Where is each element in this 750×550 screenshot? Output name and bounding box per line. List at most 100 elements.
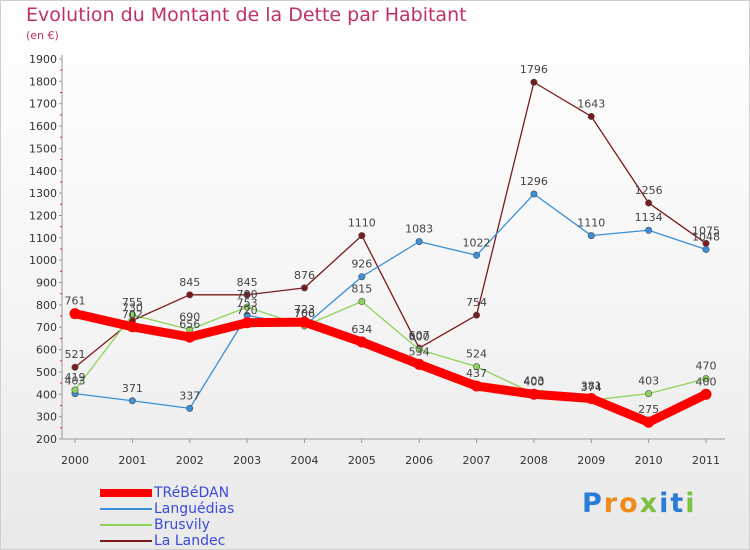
data-point-la-landec bbox=[473, 311, 481, 319]
logo-letter: i bbox=[659, 488, 671, 519]
data-point-la-landec bbox=[358, 232, 366, 240]
x-tick-label: 2001 bbox=[118, 454, 146, 467]
y-tick-label: 1500 bbox=[29, 142, 57, 155]
legend-label-languedias: Languédias bbox=[154, 501, 235, 517]
data-label-trebedan: 634 bbox=[351, 323, 372, 336]
data-label-brusvily: 403 bbox=[523, 375, 544, 388]
y-tick-label: 800 bbox=[36, 299, 57, 312]
legend-label-brusvily: Brusvily bbox=[154, 517, 210, 533]
chart-title: Evolution du Montant de la Dette par Hab… bbox=[26, 4, 467, 26]
chart-subtitle: (en €) bbox=[26, 29, 59, 42]
data-point-la-landec bbox=[300, 284, 308, 292]
logo-letter: i bbox=[685, 488, 697, 519]
data-label-brusvily: 815 bbox=[351, 283, 372, 296]
legend-swatch-languedias bbox=[100, 508, 152, 510]
data-label-languedias: 1110 bbox=[577, 217, 605, 230]
data-point-trebedan bbox=[241, 317, 253, 329]
x-tick-label: 2010 bbox=[635, 454, 663, 467]
data-label-la-landec: 607 bbox=[409, 329, 430, 342]
data-point-trebedan bbox=[528, 388, 540, 400]
data-label-trebedan: 534 bbox=[409, 345, 430, 358]
y-tick-label: 500 bbox=[36, 366, 57, 379]
data-label-trebedan: 275 bbox=[638, 403, 659, 416]
y-tick-label: 1100 bbox=[29, 232, 57, 245]
series-line-languedias bbox=[74, 193, 707, 410]
logo-letter: P bbox=[582, 488, 604, 519]
x-tick-label: 2006 bbox=[405, 454, 433, 467]
data-point-trebedan bbox=[413, 358, 425, 370]
data-label-la-landec: 876 bbox=[294, 269, 315, 282]
data-label-trebedan: 702 bbox=[122, 308, 143, 321]
logo-letter: o bbox=[619, 488, 640, 519]
data-label-trebedan: 381 bbox=[581, 380, 602, 393]
data-label-trebedan: 720 bbox=[237, 304, 258, 317]
data-point-trebedan bbox=[700, 388, 712, 400]
x-tick-label: 2004 bbox=[290, 454, 318, 467]
logo-letter: t bbox=[670, 488, 686, 519]
series-line-trebedan bbox=[70, 309, 711, 427]
y-tick-label: 600 bbox=[36, 344, 57, 357]
data-point-la-landec bbox=[645, 199, 653, 207]
data-label-la-landec: 845 bbox=[179, 276, 200, 289]
data-point-trebedan bbox=[585, 393, 597, 405]
series-line-la-landec bbox=[74, 81, 707, 368]
data-label-brusvily: 524 bbox=[466, 348, 487, 361]
data-point-brusvily bbox=[128, 311, 136, 319]
data-label-languedias: 926 bbox=[351, 258, 372, 271]
data-label-la-landec: 1256 bbox=[635, 184, 663, 197]
data-label-trebedan: 400 bbox=[696, 375, 717, 388]
data-point-trebedan bbox=[69, 308, 81, 320]
legend-label-trebedan: TRéBéDAN bbox=[154, 485, 230, 501]
data-label-brusvily: 790 bbox=[237, 288, 258, 301]
data-point-la-landec bbox=[186, 291, 194, 299]
data-point-languedias bbox=[186, 404, 194, 412]
data-point-la-landec bbox=[587, 112, 595, 120]
data-point-trebedan bbox=[356, 336, 368, 348]
data-point-languedias bbox=[128, 397, 136, 405]
data-point-la-landec bbox=[71, 363, 79, 371]
data-point-languedias bbox=[530, 190, 538, 198]
x-tick-label: 2002 bbox=[176, 454, 204, 467]
data-point-languedias bbox=[702, 245, 710, 253]
y-tick-label: 1300 bbox=[29, 187, 57, 200]
data-point-languedias bbox=[415, 238, 423, 246]
data-point-brusvily bbox=[243, 303, 251, 311]
data-label-languedias: 1296 bbox=[520, 175, 548, 188]
data-point-trebedan bbox=[298, 316, 310, 328]
x-tick-label: 2011 bbox=[692, 454, 720, 467]
data-label-languedias: 753 bbox=[237, 296, 258, 309]
data-point-languedias bbox=[473, 251, 481, 259]
x-tick-label: 2003 bbox=[233, 454, 261, 467]
logo-letter: x bbox=[639, 488, 660, 519]
data-label-languedias: 403 bbox=[65, 375, 86, 388]
data-point-brusvily bbox=[645, 390, 653, 398]
data-point-languedias bbox=[645, 226, 653, 234]
data-label-languedias: 337 bbox=[179, 389, 200, 402]
data-point-brusvily bbox=[702, 375, 710, 383]
legend-swatch-brusvily bbox=[100, 524, 152, 526]
data-point-trebedan bbox=[126, 321, 138, 333]
legend-swatch-la-landec bbox=[100, 540, 152, 542]
proxiti-logo: Proxiti bbox=[582, 488, 697, 519]
x-tick-label: 2005 bbox=[348, 454, 376, 467]
legend-label-la-landec: La Landec bbox=[154, 533, 226, 549]
data-label-languedias: 706 bbox=[294, 307, 315, 320]
y-tick-label: 1900 bbox=[29, 53, 57, 66]
data-point-la-landec bbox=[243, 291, 251, 299]
y-tick-label: 1200 bbox=[29, 209, 57, 222]
data-label-trebedan: 400 bbox=[523, 375, 544, 388]
y-tick-label: 400 bbox=[36, 388, 57, 401]
y-tick-label: 900 bbox=[36, 277, 57, 290]
y-tick-label: 1400 bbox=[29, 165, 57, 178]
data-label-trebedan: 656 bbox=[179, 318, 200, 331]
data-point-brusvily bbox=[415, 346, 423, 354]
data-label-la-landec: 845 bbox=[237, 276, 258, 289]
data-label-la-landec: 1075 bbox=[692, 224, 720, 237]
data-label-languedias: 1022 bbox=[463, 236, 491, 249]
x-tick-label: 2009 bbox=[577, 454, 605, 467]
data-point-brusvily bbox=[71, 386, 79, 394]
data-point-languedias bbox=[358, 273, 366, 281]
data-label-la-landec: 754 bbox=[466, 296, 487, 309]
